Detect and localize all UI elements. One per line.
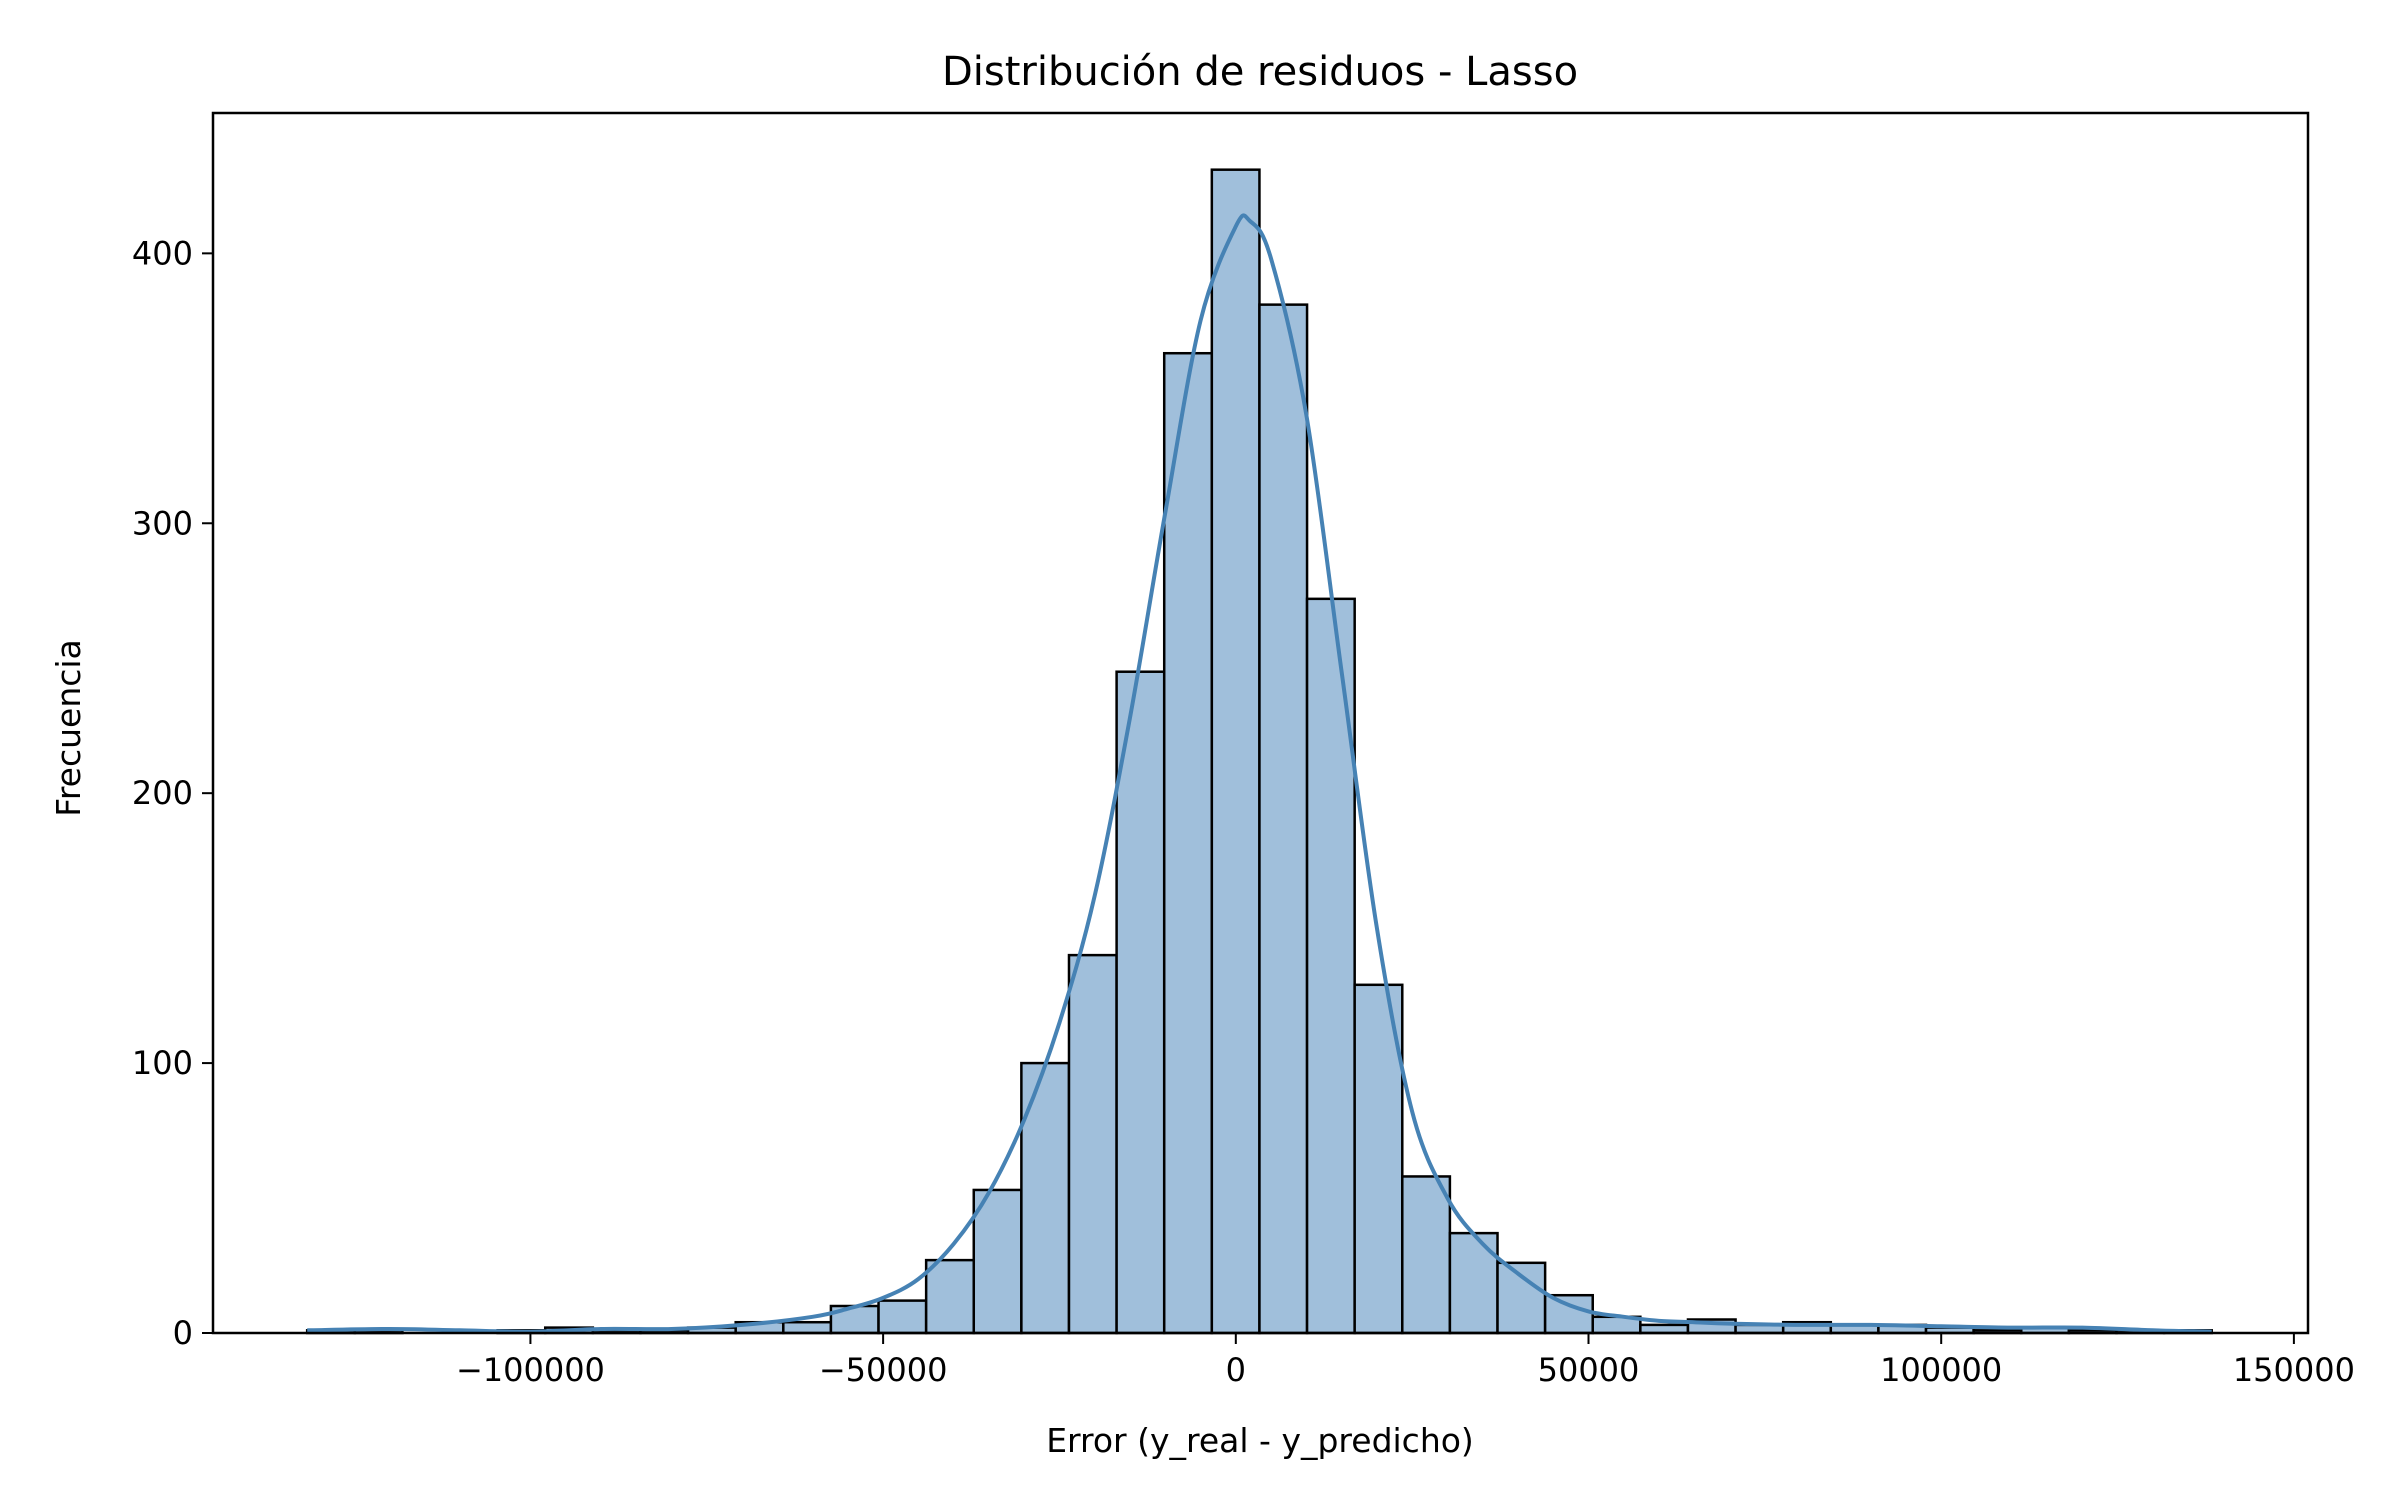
histogram-bars xyxy=(305,168,2213,1335)
x-tick-label: 0 xyxy=(1226,1351,1246,1389)
histogram-bar xyxy=(972,1188,1023,1335)
plot-area-frame xyxy=(211,111,2310,1335)
x-axis-title: Error (y_real - y_predicho) xyxy=(1046,1421,1474,1460)
kde-density-curve xyxy=(307,213,2212,1334)
x-tick-label: 100000 xyxy=(1880,1351,2002,1389)
chart-title: Distribución de residuos - Lasso xyxy=(942,49,1578,95)
histogram-bar xyxy=(1448,1231,1499,1335)
histogram-bar xyxy=(1543,1293,1594,1335)
histogram-bar xyxy=(1496,1261,1547,1335)
y-axis-title: Frecuencia xyxy=(49,639,88,817)
y-axis-ticks: 0 100 200 300 400 xyxy=(132,234,213,1352)
histogram-bar xyxy=(1401,1175,1452,1335)
histogram-bar xyxy=(1162,351,1214,1335)
histogram-bar xyxy=(877,1299,928,1335)
y-tick-label: 0 xyxy=(173,1314,193,1352)
histogram-bar xyxy=(1067,953,1118,1335)
y-tick-label: 300 xyxy=(132,504,193,542)
histogram-bar xyxy=(1115,670,1166,1335)
x-tick-label: 50000 xyxy=(1538,1351,1640,1389)
x-axis-ticks: −100000 −50000 0 50000 100000 150000 xyxy=(456,1333,2355,1389)
histogram-bar xyxy=(1020,1061,1071,1335)
histogram-bar xyxy=(1210,168,1261,1335)
x-tick-label: −100000 xyxy=(456,1351,605,1389)
histogram-bar xyxy=(924,1258,976,1335)
x-tick-label: −50000 xyxy=(819,1351,948,1389)
histogram-bar xyxy=(1258,303,1309,1335)
histogram-bar xyxy=(782,1320,833,1335)
y-tick-label: 100 xyxy=(132,1044,193,1082)
x-tick-label: 150000 xyxy=(2233,1351,2355,1389)
y-tick-label: 400 xyxy=(132,234,193,272)
y-tick-label: 200 xyxy=(132,774,193,812)
